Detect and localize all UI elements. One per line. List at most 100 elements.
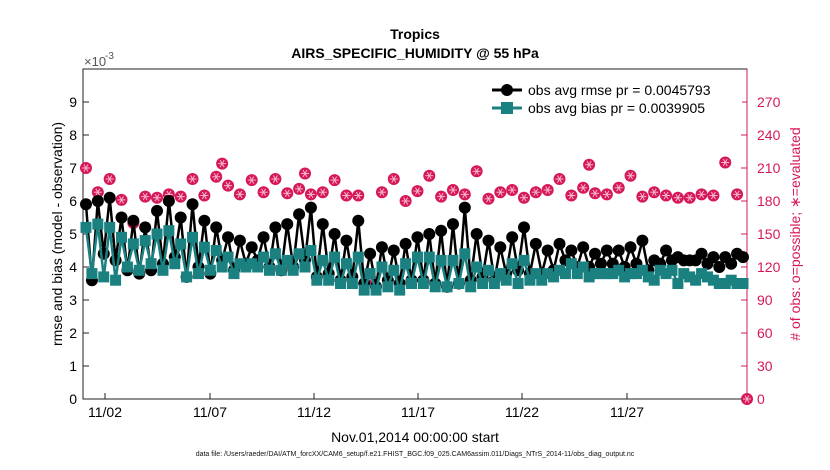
rmse-point — [482, 234, 495, 247]
exponent-power: -3 — [105, 51, 114, 62]
rmse-point — [139, 221, 152, 234]
rmse-point — [600, 244, 613, 257]
bias-point — [305, 245, 317, 256]
bias-point — [477, 278, 489, 289]
obs-count-point — [352, 189, 365, 202]
rmse-point — [174, 211, 187, 224]
bias-point — [151, 228, 163, 240]
bias-point — [494, 268, 506, 280]
obs-count-point — [245, 174, 258, 187]
bias-point — [619, 271, 631, 283]
bias-point — [169, 258, 181, 270]
bias-point — [725, 274, 737, 286]
rmse-point — [364, 247, 377, 260]
bias-point — [459, 248, 471, 260]
obs-count-point — [506, 184, 519, 196]
obs-count-point — [695, 188, 708, 201]
obs-count-point — [435, 190, 448, 203]
rmse-point — [565, 244, 578, 257]
legend: obs avg rmse pr = 0.0045793 obs avg bias… — [480, 77, 742, 119]
obs-count-point — [458, 188, 471, 201]
bias-point — [417, 278, 429, 289]
rmse-point — [210, 221, 223, 234]
obs-count-point — [600, 188, 613, 201]
obs-count-point — [269, 173, 282, 185]
chart-title: Tropics — [390, 26, 440, 42]
bias-point — [548, 271, 560, 283]
rmse-point — [316, 218, 329, 231]
rmse-point — [162, 195, 175, 207]
y-tick-label: 9 — [69, 94, 77, 110]
rmse-point — [553, 237, 566, 250]
y-right-tick-label: 270 — [757, 94, 781, 110]
obs-count-series — [80, 156, 753, 405]
obs-count-point — [411, 185, 424, 198]
bias-point — [607, 268, 619, 280]
bias-point — [121, 261, 133, 273]
obs-count-point — [80, 162, 92, 174]
bias-point — [524, 274, 536, 286]
obs-count-point — [222, 179, 235, 192]
bias-point — [577, 261, 589, 273]
bias-point — [719, 278, 731, 289]
rmse-point — [494, 241, 507, 254]
bias-point — [281, 254, 293, 266]
y-right-tick-label: 0 — [757, 391, 765, 407]
y-right-tick-label: 180 — [757, 193, 781, 209]
bias-point — [482, 264, 494, 276]
bias-point — [589, 268, 601, 280]
bias-point — [388, 264, 400, 276]
rmse-point — [375, 241, 388, 254]
bias-point — [133, 264, 145, 276]
bias-point — [181, 271, 193, 283]
bias-point — [660, 268, 672, 280]
bias-point — [352, 251, 364, 263]
y-right-tick-label: 210 — [757, 160, 781, 176]
bias-point — [500, 274, 512, 286]
bias-point — [80, 221, 92, 233]
x-axis-label: Nov.01,2014 00:00:00 start — [331, 429, 499, 445]
bias-point — [696, 268, 708, 280]
rmse-point — [186, 198, 199, 211]
bias-point — [512, 278, 524, 289]
obs-count-point — [518, 191, 530, 204]
obs-count-point — [304, 188, 317, 201]
rmse-point — [660, 244, 673, 257]
rmse-point — [281, 218, 294, 231]
bias-point — [447, 254, 459, 266]
bias-point — [666, 264, 678, 276]
bias-point — [737, 278, 749, 289]
obs-count-point — [198, 189, 211, 202]
y-right-tick-label: 90 — [757, 292, 773, 308]
exponent-label: ×10 -3 — [84, 51, 114, 69]
obs-count-point — [494, 186, 507, 199]
exponent-base: ×10 — [84, 54, 106, 69]
obs-count-point — [660, 189, 673, 202]
obs-count-point — [719, 156, 732, 169]
obs-count-point — [446, 184, 459, 196]
bias-point — [110, 274, 122, 286]
y-right-tick-label: 150 — [757, 226, 781, 242]
bias-point — [690, 274, 702, 286]
bias-point — [216, 261, 228, 273]
obs-count-point — [103, 173, 116, 185]
bias-point — [246, 258, 258, 270]
rmse-point — [127, 214, 140, 227]
obs-count-point — [529, 186, 542, 199]
x-tick-label: 11/02 — [88, 404, 122, 420]
obs-count-point — [583, 158, 596, 171]
bias-point — [394, 284, 406, 296]
bias-point — [707, 274, 719, 286]
obs-count-point — [577, 181, 590, 194]
bias-point — [263, 264, 275, 276]
bias-point — [411, 251, 423, 263]
obs-count-point — [316, 186, 329, 199]
obs-count-point — [340, 189, 353, 202]
bias-point — [364, 268, 376, 280]
rmse-point — [695, 247, 708, 260]
bias-point — [406, 278, 418, 289]
bias-point — [701, 271, 713, 283]
rmse-point — [529, 237, 542, 250]
rmse-point — [506, 231, 519, 244]
rmse-point — [151, 204, 164, 217]
